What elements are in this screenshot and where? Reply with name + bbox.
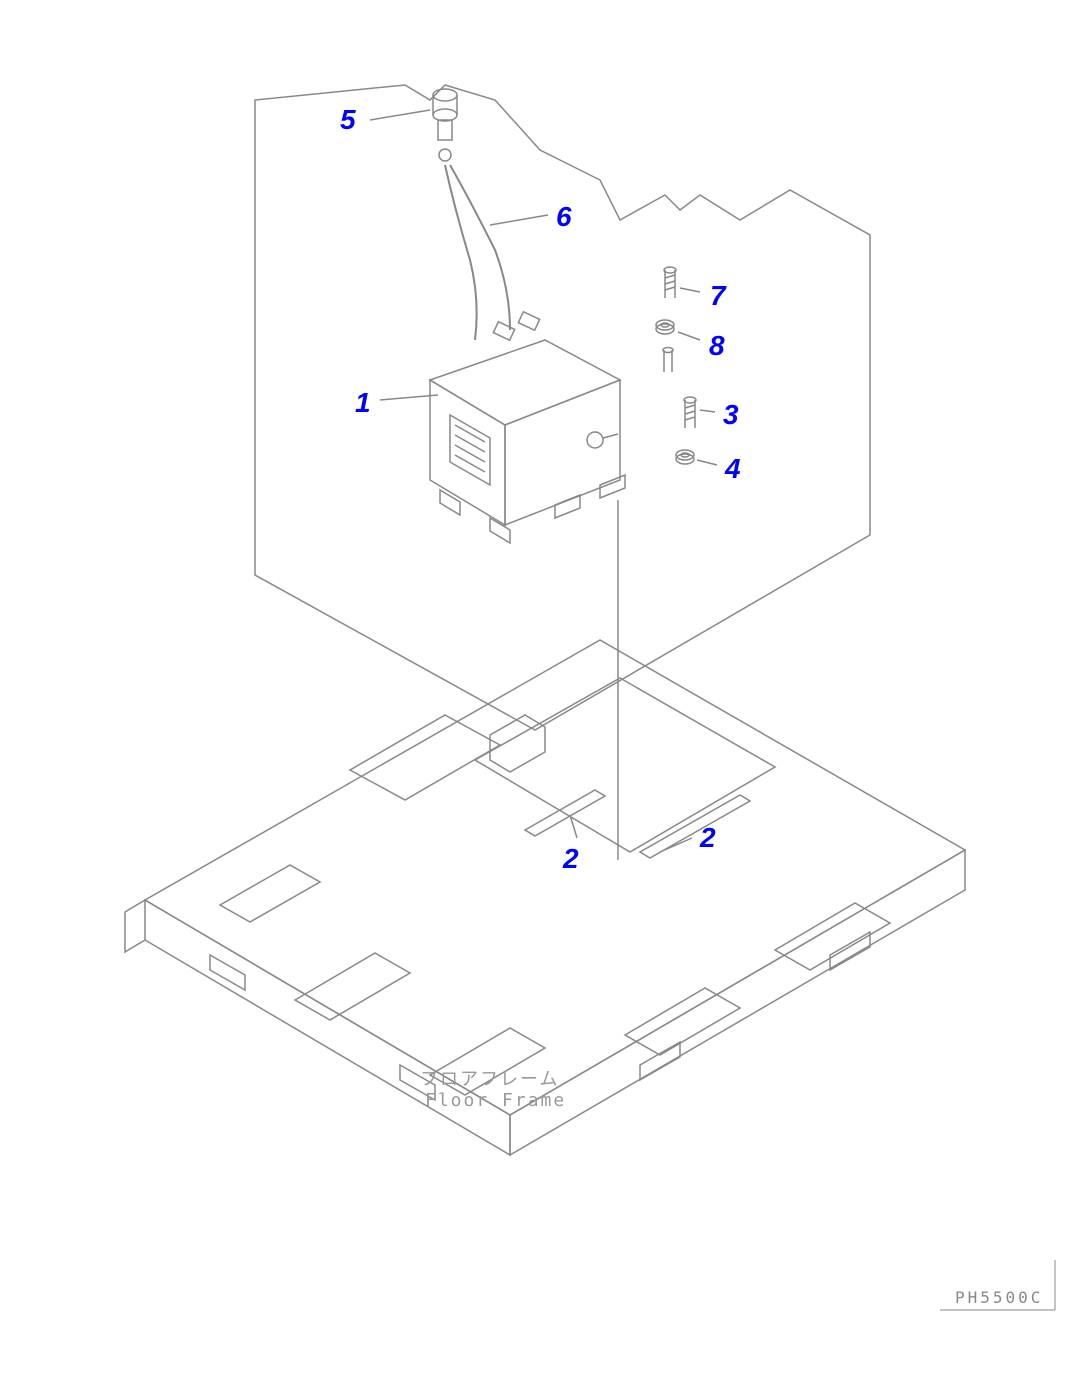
floor-frame-label-en: Floor Frame	[425, 1090, 566, 1111]
floor-frame-label-jp: フロアフレーム	[420, 1065, 559, 1091]
drawing-code: PH5500C	[955, 1288, 1043, 1307]
callout-4: 4	[725, 453, 741, 485]
callout-5: 5	[340, 104, 356, 136]
callout-6: 6	[556, 201, 572, 233]
callout-2-left: 2	[563, 843, 579, 875]
parts-diagram: 1 2 2 3 4 5 6 7 8 フロアフレーム Floor Frame PH…	[0, 0, 1090, 1399]
callout-8: 8	[709, 330, 725, 362]
callout-2-right: 2	[700, 822, 716, 854]
callout-1: 1	[355, 387, 371, 419]
diagram-svg	[0, 0, 1090, 1399]
callout-3: 3	[723, 399, 739, 431]
callout-7: 7	[710, 280, 726, 312]
